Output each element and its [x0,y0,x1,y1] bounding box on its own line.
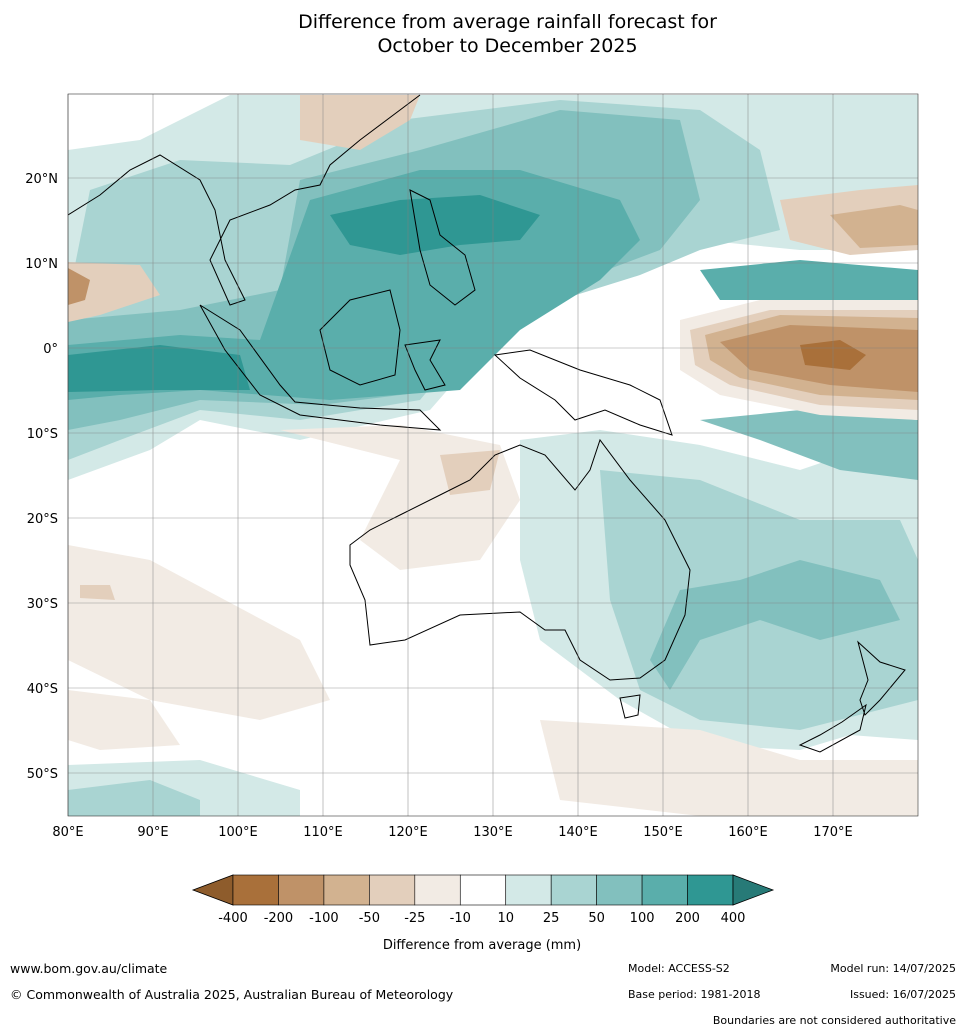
colorbar-swatch [596,874,643,906]
shade-teal-200 [68,345,250,392]
lon-label: 100°E [218,825,258,840]
shade-brown-south [540,720,918,816]
new-guinea-coastline [493,349,673,436]
shade-brown-south-2 [68,690,180,750]
colorbar-ticks: -400 -200 -100 -50 -25 -10 10 25 50 100 200 400 [218,911,745,926]
colorbar-tick-label: -400 [218,911,248,926]
lon-label: 120°E [388,825,428,840]
asia-coastline [68,94,421,306]
map-frame [67,93,919,817]
lon-label: 80°E [52,825,83,840]
latitude-labels: 20°N 10°N 0° 10°S 20°S 30°S 40°S 50°S [25,172,58,782]
lon-label: 170°E [813,825,853,840]
colorbar-tick-label: -10 [450,911,471,926]
colorbar-tick-label: 400 [721,911,746,926]
shade-brown-sw [68,545,330,720]
shade-teal-50-east [700,410,918,480]
new-zealand-coastline [798,640,906,753]
lon-label: 110°E [303,825,343,840]
colorbar-tick-label: 200 [675,911,700,926]
colorbar-tick-label: 50 [588,911,605,926]
shade-teal-100-east [700,260,918,300]
colorbar-swatch [278,874,325,906]
colorbar-swatch [414,874,461,906]
shade-brown-nt-2 [440,450,500,495]
website-link[interactable]: www.bom.gov.au/climate [10,961,168,976]
colorbar-swatch [641,874,688,906]
lat-label: 40°S [27,682,58,697]
colorbar-under-triangle [191,874,234,906]
legend-title: Difference from average (mm) [383,938,581,953]
colorbar-tick-label: -50 [359,911,380,926]
colorbar-swatch [550,874,597,906]
lon-label: 130°E [473,825,513,840]
colorbar [191,874,775,906]
map-title: Difference from average rainfall forecas… [0,10,965,58]
lat-label: 10°N [25,257,58,272]
shade-brown-ne-2 [830,205,918,248]
model-run-date: Model run: 14/07/2025 [830,962,956,975]
shade-brown-sw-2 [80,585,115,600]
colorbar-swatch [505,874,552,906]
longitude-labels: 80°E 90°E 100°E 110°E 120°E 130°E 140°E 150°E 16… [52,825,852,840]
colorbar-swatch [323,874,370,906]
boundaries-disclaimer: Boundaries are not considered authoritat… [712,1014,956,1027]
borneo-coastline [319,289,401,386]
issued-date: Issued: 16/07/2025 [849,988,956,1001]
colorbar-tick-label: -200 [264,911,294,926]
colorbar-tick-label: 10 [497,911,514,926]
lat-label: 30°S [27,597,58,612]
lat-label: 50°S [27,767,58,782]
colorbar-swatch [459,874,507,906]
lat-label: 20°N [25,172,58,187]
colorbar-swatch [232,874,279,906]
australia-coastline [349,438,691,681]
lat-label: 20°S [27,512,58,527]
shade-teal-200-north [330,195,540,255]
colorbar-tick-label: -25 [404,911,425,926]
map-title-line1: Difference from average rainfall forecas… [298,11,717,33]
lon-label: 160°E [728,825,768,840]
colorbar-tick-label: 25 [543,911,560,926]
shade-teal-50-au [650,560,900,690]
copyright-text: © Commonwealth of Australia 2025, Austra… [10,987,454,1002]
shade-teal-25-bottom [68,780,200,816]
sulawesi-coastline [404,339,446,391]
colorbar-tick-label: -100 [309,911,339,926]
shade-brown-west-2 [68,268,90,305]
model-name: Model: ACCESS-S2 [628,962,730,975]
sumatra-java-coastline [199,304,442,431]
map-title-line2: October to December 2025 [377,35,638,57]
base-period: Base period: 1981-2018 [628,988,761,1001]
tasmania-coastline [619,694,641,719]
colorbar-tick-label: 100 [630,911,655,926]
lon-label: 140°E [558,825,598,840]
lon-label: 150°E [643,825,683,840]
shade-brown-west [68,262,160,322]
shade-brown-china [300,95,420,150]
philippines-coastline [409,189,476,306]
colorbar-over-triangle [732,874,775,906]
lon-label: 90°E [137,825,168,840]
lat-label: 10°S [27,427,58,442]
colorbar-swatch [369,874,416,906]
lat-label: 0° [43,342,58,357]
colorbar-swatch [687,874,734,906]
